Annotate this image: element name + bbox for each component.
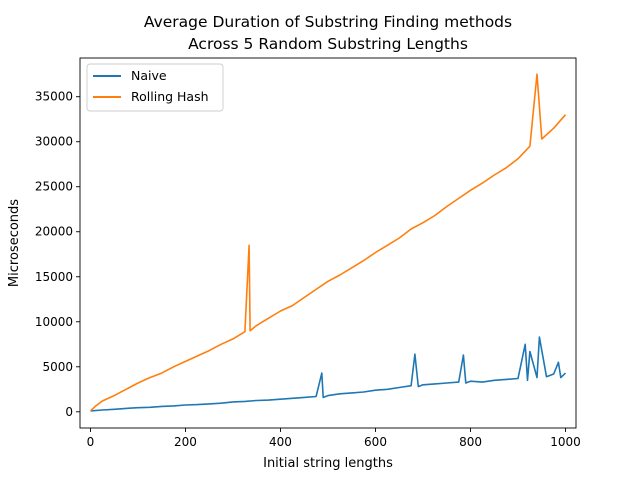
plot-area	[79, 57, 577, 429]
x-tick-label: 400	[269, 435, 292, 449]
y-axis-label: Microseconds	[7, 199, 22, 287]
y-tick-label: 0	[65, 405, 73, 419]
x-tick-label: 1000	[550, 435, 581, 449]
y-axis: 0 5000 10000 15000 20000 25000 30000 35000	[35, 90, 80, 419]
x-axis: 0 200 400 600 800 1000	[87, 428, 581, 449]
legend: Naive Rolling Hash	[86, 63, 224, 112]
x-axis-label: Initial string lengths	[263, 456, 393, 471]
y-tick-label: 5000	[42, 360, 73, 374]
chart-title-line-2: Across 5 Random Substring Lengths	[188, 35, 468, 53]
y-tick-label: 25000	[35, 180, 73, 194]
y-tick-label: 30000	[35, 135, 73, 149]
x-tick-label: 0	[87, 435, 95, 449]
series-layer	[89, 73, 567, 412]
chart-title-line-1: Average Duration of Substring Finding me…	[144, 13, 512, 31]
y-tick-label: 15000	[35, 270, 73, 284]
axes-frame	[79, 57, 577, 429]
x-tick-label: 600	[364, 435, 387, 449]
legend-label-rolling-hash: Rolling Hash	[131, 89, 209, 104]
y-tick-label: 20000	[35, 225, 73, 239]
x-tick-label: 200	[174, 435, 197, 449]
series-line-rolling-hash	[89, 73, 567, 412]
y-tick-label: 35000	[35, 90, 73, 104]
x-tick-label: 800	[459, 435, 482, 449]
y-tick-label: 10000	[35, 315, 73, 329]
legend-label-naive: Naive	[131, 68, 167, 83]
series-line-naive	[90, 336, 567, 412]
